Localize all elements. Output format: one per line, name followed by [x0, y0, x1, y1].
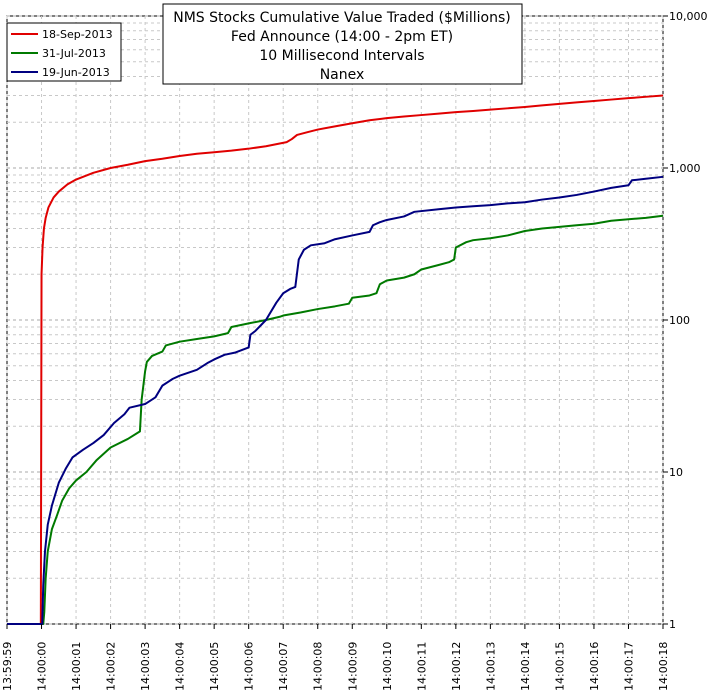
y-tick-label: 100 — [669, 314, 690, 327]
x-tick-label: 14:00:18 — [657, 642, 670, 691]
x-tick-label: 14:00:10 — [381, 642, 394, 691]
x-tick-label: 14:00:14 — [519, 642, 532, 691]
x-tick-label: 14:00:00 — [36, 642, 49, 691]
x-tick-label: 14:00:02 — [105, 642, 118, 691]
series-layer — [7, 94, 664, 625]
x-tick-label: 14:00:17 — [622, 642, 635, 691]
x-tick-label: 13:59:59 — [1, 642, 14, 691]
y-tick-label: 1 — [669, 618, 676, 631]
x-tick-label: 14:00:07 — [277, 642, 290, 691]
chart-title-line-4: Nanex — [320, 67, 365, 83]
legend-label-31-jul: 31-Jul-2013 — [42, 47, 106, 60]
chart-title-line-3: 10 Millisecond Intervals — [259, 48, 424, 64]
series-line-31-Jul-2013 — [7, 214, 664, 625]
x-tick-label: 14:00:06 — [243, 642, 256, 691]
x-tick-label: 14:00:04 — [174, 642, 187, 691]
x-tick-label: 14:00:15 — [553, 642, 566, 691]
chart-title-line-1: NMS Stocks Cumulative Value Traded ($Mil… — [173, 10, 511, 26]
x-tick-label: 14:00:12 — [450, 642, 463, 691]
x-tick-label: 14:00:03 — [139, 642, 152, 691]
x-tick-label: 14:00:05 — [208, 642, 221, 691]
x-tick-label: 14:00:11 — [415, 642, 428, 691]
legend-label-18-sep: 18-Sep-2013 — [42, 28, 113, 41]
x-tick-label: 14:00:13 — [484, 642, 497, 691]
legend-label-19-jun: 19-Jun-2013 — [42, 66, 110, 79]
series-line-19-Jun-2013 — [7, 175, 664, 625]
x-tick-label: 14:00:01 — [70, 642, 83, 691]
y-axis: 1 10 100 1,000 10,000 — [663, 10, 708, 631]
x-axis: 13:59:59 14:00:00 14:00:01 14:00:02 14:00:03… — [1, 624, 670, 691]
x-tick-label: 14:00:16 — [588, 642, 601, 691]
chart-title-box: NMS Stocks Cumulative Value Traded ($Mil… — [162, 3, 523, 85]
x-tick-label: 14:00:08 — [312, 642, 325, 691]
y-tick-label: 10 — [669, 466, 683, 479]
x-tick-label: 14:00:09 — [346, 642, 359, 691]
chart-title-line-2: Fed Announce (14:00 - 2pm ET) — [231, 29, 453, 45]
legend: 18-Sep-2013 31-Jul-2013 19-Jun-2013 — [6, 22, 122, 82]
y-tick-label: 10,000 — [669, 10, 708, 23]
y-tick-label: 1,000 — [669, 162, 701, 175]
series-line-18-Sep-2013 — [7, 94, 664, 625]
